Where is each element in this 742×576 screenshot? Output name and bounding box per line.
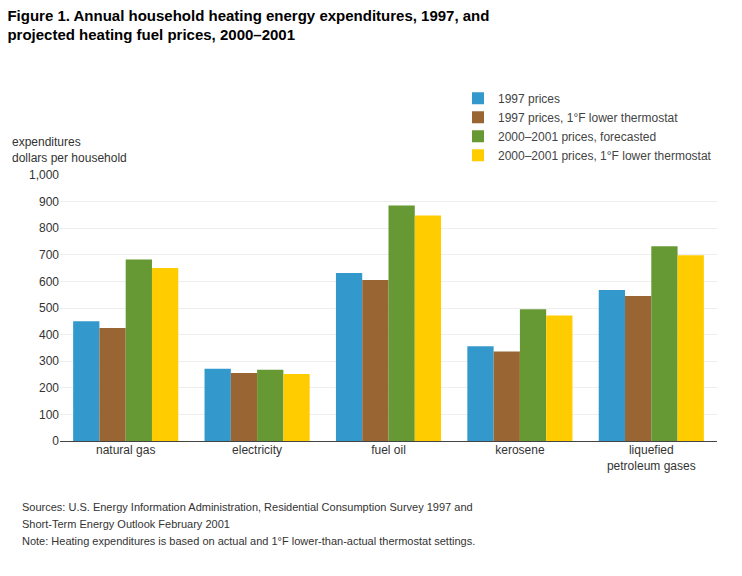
svg-text:Figure 1. Annual household hea: Figure 1. Annual household heating energ… [7,7,489,44]
svg-text:liquefiedpetroleum gases: liquefiedpetroleum gases [607,443,696,473]
svg-text:2000–2001 prices, forecasted: 2000–2001 prices, forecasted [498,130,656,144]
svg-text:800: 800 [39,221,59,235]
svg-text:electricity: electricity [232,443,282,457]
svg-text:1997 prices, 1°F lower thermos: 1997 prices, 1°F lower thermostat [498,111,678,125]
svg-text:Sources: U.S. Energy Informati: Sources: U.S. Energy Information Adminis… [22,501,473,513]
svg-text:200: 200 [39,381,59,395]
svg-text:Note: Heating expenditures is: Note: Heating expenditures is based on a… [22,535,475,547]
svg-text:0: 0 [52,434,59,448]
svg-text:1,000: 1,000 [29,168,59,182]
svg-text:natural gas: natural gas [96,443,155,457]
svg-text:600: 600 [39,275,59,289]
svg-text:1997 prices: 1997 prices [498,92,560,106]
svg-text:kerosene: kerosene [495,443,545,457]
svg-text:fuel oil: fuel oil [371,443,406,457]
svg-text:700: 700 [39,248,59,262]
svg-text:400: 400 [39,328,59,342]
svg-text:300: 300 [39,354,59,368]
svg-text:900: 900 [39,195,59,209]
svg-text:100: 100 [39,408,59,422]
svg-text:500: 500 [39,301,59,315]
svg-text:2000–2001 prices, 1°F lower th: 2000–2001 prices, 1°F lower thermostat [498,149,712,163]
svg-text:Short-Term Energy Outlook Febr: Short-Term Energy Outlook February 2001 [22,518,230,530]
svg-text:expendituresdollars per househ: expendituresdollars per household [12,135,127,165]
